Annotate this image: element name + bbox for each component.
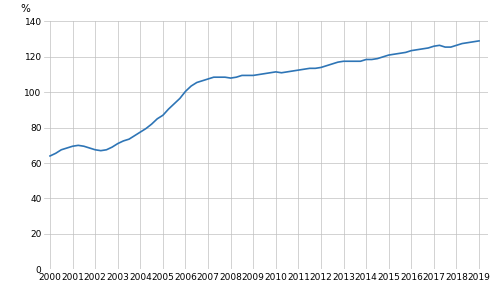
- Text: %: %: [20, 4, 30, 14]
